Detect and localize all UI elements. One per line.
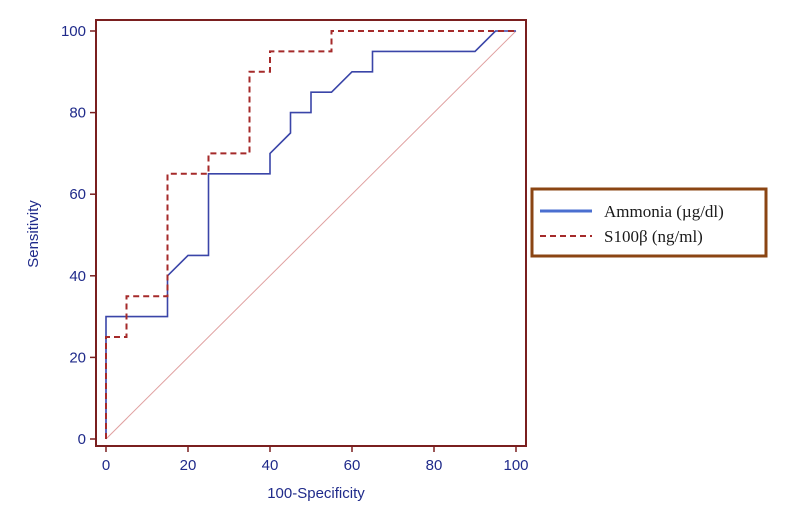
reference-diagonal xyxy=(105,30,517,440)
y-tick-label: 40 xyxy=(69,268,86,285)
s100b-curve xyxy=(105,30,516,439)
x-tick-label: 0 xyxy=(102,457,110,474)
legend-box xyxy=(530,187,768,258)
y-tick-label: 100 xyxy=(61,23,86,40)
ammonia-curve xyxy=(105,30,516,439)
x-tick-label: 20 xyxy=(180,457,197,474)
y-tick-label: 80 xyxy=(69,105,86,122)
x-axis-label: 100-Specificity xyxy=(267,485,365,502)
x-tick-label: 60 xyxy=(344,457,361,474)
x-tick-label: 100 xyxy=(503,457,528,474)
y-tick-label: 0 xyxy=(78,431,86,448)
legend-label-s100b: S100β (ng/ml) xyxy=(604,227,703,246)
legend-label-ammonia: Ammonia (µg/dl) xyxy=(604,202,724,221)
y-tick-label: 60 xyxy=(69,186,86,203)
x-tick-label: 40 xyxy=(262,457,279,474)
y-tick-label: 20 xyxy=(69,349,86,366)
plot-frame xyxy=(95,19,527,447)
legend: Ammonia (µg/dl) S100β (ng/ml) xyxy=(530,187,768,258)
y-axis-label: Sensitivity xyxy=(25,200,42,268)
x-tick-label: 80 xyxy=(426,457,443,474)
